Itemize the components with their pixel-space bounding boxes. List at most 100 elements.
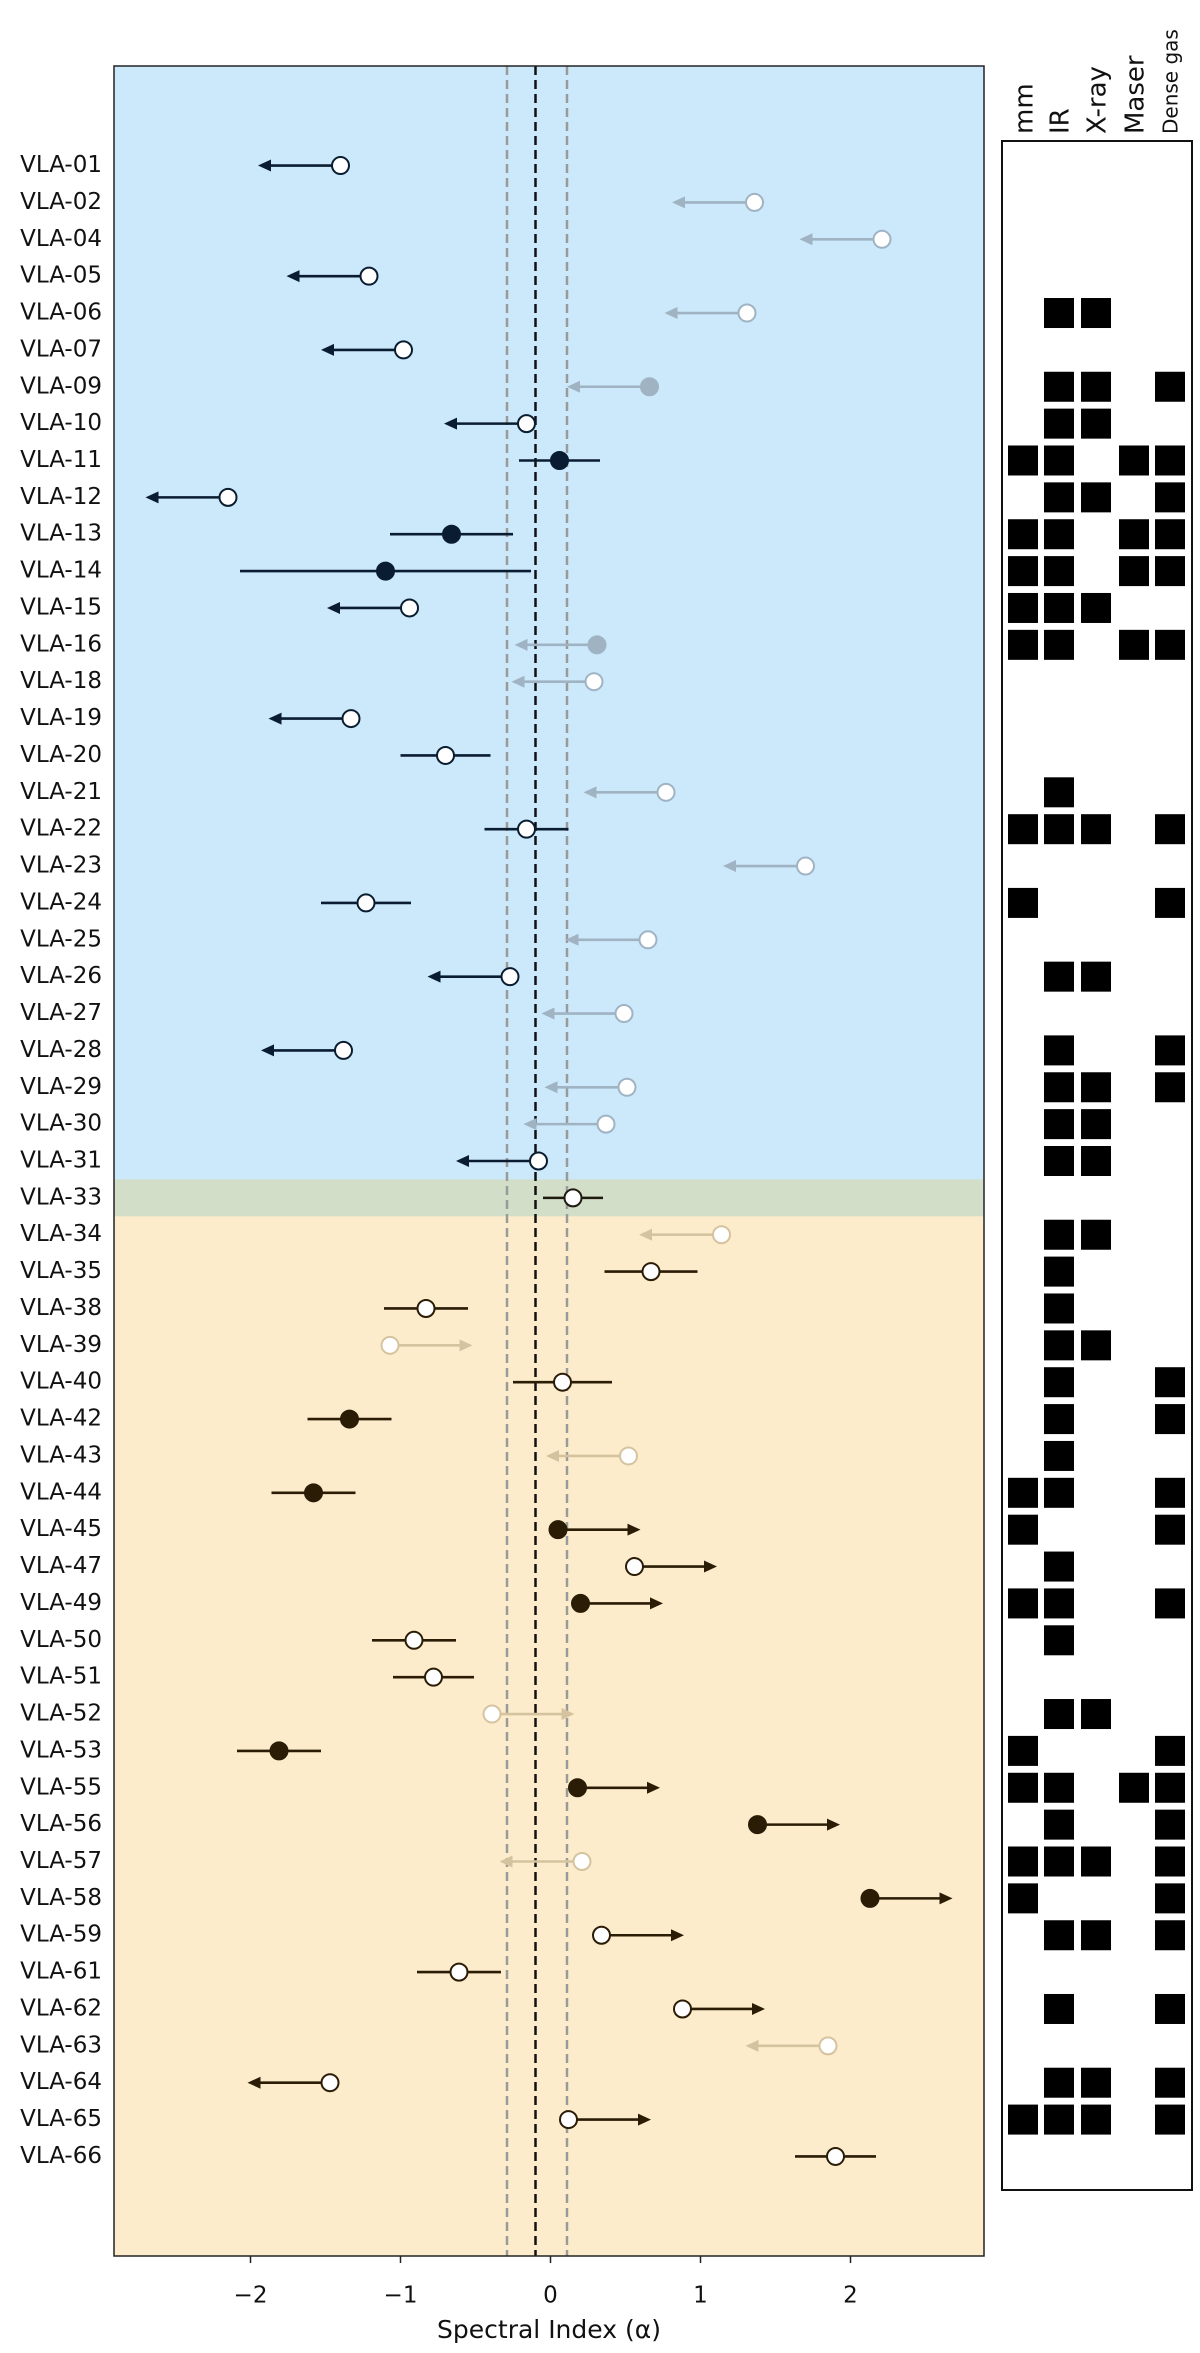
arrow-head bbox=[583, 786, 597, 799]
limit-arrow bbox=[558, 1523, 641, 1536]
marker bbox=[394, 340, 413, 360]
marker bbox=[269, 1741, 289, 1761]
category-label: VLA-57 bbox=[20, 1848, 102, 1874]
category-label: VLA-04 bbox=[20, 226, 102, 252]
marker bbox=[826, 2146, 845, 2166]
detection-cell bbox=[1081, 1330, 1111, 1361]
arrow-head bbox=[745, 2039, 759, 2052]
category-label: VLA-13 bbox=[20, 521, 102, 547]
limit-arrow bbox=[682, 2002, 765, 2015]
marker bbox=[559, 2110, 578, 2130]
detection-column-label: Maser bbox=[1121, 55, 1151, 134]
detection-cell bbox=[1044, 961, 1074, 992]
plot-frame bbox=[113, 65, 985, 2257]
detection-cell bbox=[1155, 1846, 1185, 1877]
detection-cell bbox=[1044, 1367, 1074, 1398]
category-label: VLA-53 bbox=[20, 1737, 102, 1763]
marker bbox=[748, 1815, 767, 1835]
row-background bbox=[114, 1916, 984, 1955]
row-background bbox=[114, 2027, 984, 2065]
marker bbox=[673, 1999, 692, 2019]
row-background bbox=[114, 2101, 984, 2139]
category-label: VLA-63 bbox=[20, 2032, 102, 2058]
category-label: VLA-28 bbox=[20, 1037, 102, 1063]
detection-column-label: mm bbox=[1010, 83, 1040, 134]
detection-cell bbox=[1008, 556, 1038, 587]
limit-arrow bbox=[567, 380, 650, 393]
arrow-head bbox=[444, 417, 457, 430]
marker bbox=[356, 893, 376, 913]
marker bbox=[482, 1704, 502, 1724]
detection-cell bbox=[1044, 408, 1074, 439]
limit-arrow bbox=[580, 1597, 663, 1610]
detection-cell bbox=[1044, 1109, 1074, 1140]
detection-cell bbox=[1155, 482, 1185, 513]
marker bbox=[359, 266, 379, 286]
marker bbox=[400, 598, 419, 618]
x-tick-label: −1 bbox=[384, 2283, 418, 2309]
limit-arrow bbox=[268, 712, 351, 725]
marker bbox=[553, 1372, 572, 1392]
row-background bbox=[114, 1216, 984, 1254]
category-label: VLA-21 bbox=[20, 779, 102, 805]
detection-cell bbox=[1155, 371, 1185, 402]
category-label: VLA-11 bbox=[20, 447, 102, 473]
detection-cell bbox=[1044, 1404, 1074, 1435]
detection-cell bbox=[1155, 1514, 1185, 1545]
category-label: VLA-52 bbox=[20, 1701, 102, 1727]
x-tick-label: 2 bbox=[843, 2283, 858, 2309]
detection-cell bbox=[1008, 814, 1038, 845]
detection-cell bbox=[1155, 556, 1185, 587]
detection-cell bbox=[1081, 1846, 1111, 1877]
limit-arrow bbox=[568, 2113, 651, 2126]
marker bbox=[712, 1225, 731, 1245]
limit-arrow bbox=[565, 933, 648, 946]
row-background bbox=[114, 737, 984, 775]
detection-cell bbox=[1044, 482, 1074, 513]
category-label: VLA-23 bbox=[20, 853, 102, 879]
category-label: VLA-62 bbox=[20, 1995, 102, 2021]
detection-cell bbox=[1044, 629, 1074, 660]
marker bbox=[500, 967, 520, 987]
detection-cell bbox=[1081, 1146, 1111, 1176]
row-background bbox=[114, 1953, 984, 1992]
marker bbox=[737, 303, 757, 323]
row-background bbox=[114, 921, 984, 959]
arrow-head bbox=[664, 307, 678, 320]
row-background bbox=[114, 958, 984, 996]
limit-arrow bbox=[514, 638, 597, 651]
row-background bbox=[114, 2064, 984, 2102]
marker bbox=[517, 414, 536, 434]
limit-arrow bbox=[145, 491, 228, 504]
arrow-head bbox=[321, 343, 334, 356]
detection-cell bbox=[1044, 1920, 1074, 1951]
limit-arrow bbox=[672, 196, 755, 209]
limit-arrow bbox=[523, 1118, 606, 1131]
arrow-head bbox=[639, 1228, 652, 1241]
row-background bbox=[114, 515, 984, 554]
category-label: VLA-30 bbox=[20, 1111, 102, 1137]
category-label: VLA-50 bbox=[20, 1627, 102, 1653]
detection-cell bbox=[1008, 445, 1038, 476]
row-background bbox=[114, 66, 984, 185]
arrow-head bbox=[939, 1892, 953, 1905]
marker bbox=[218, 487, 238, 507]
detection-cell bbox=[1044, 814, 1074, 845]
arrow-head bbox=[546, 1449, 559, 1462]
detection-cell bbox=[1008, 1846, 1038, 1877]
marker bbox=[340, 1409, 359, 1429]
detection-cell bbox=[1044, 2067, 1074, 2098]
arrow-head bbox=[650, 1597, 663, 1610]
detection-cell bbox=[1155, 1883, 1185, 1914]
detection-cell bbox=[1081, 371, 1111, 402]
detection-cell bbox=[1044, 556, 1074, 587]
detection-cell bbox=[1044, 298, 1074, 329]
detection-cell bbox=[1044, 445, 1074, 476]
arrow-head bbox=[523, 1118, 537, 1131]
marker bbox=[617, 1077, 637, 1097]
marker bbox=[548, 1520, 568, 1540]
arrow-head bbox=[459, 1339, 473, 1352]
marker bbox=[334, 1040, 353, 1060]
marker bbox=[614, 1004, 634, 1024]
